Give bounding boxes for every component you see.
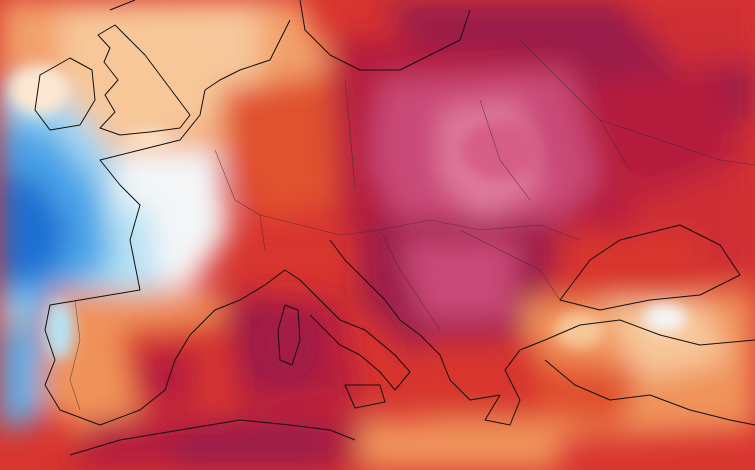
border-romania [459, 229, 561, 301]
anomaly-cool-spot-portugal [46, 300, 74, 360]
anomaly-light-spot-ireland [10, 65, 70, 115]
border-balkans [379, 229, 441, 331]
anomaly-pink-spot-ukraine [460, 120, 540, 180]
coastline-north-sea [204, 19, 291, 91]
anomaly-detail [10, 65, 687, 375]
anomaly-hot-northeast [620, 0, 755, 70]
coastline-western-europe [44, 89, 266, 426]
anomaly-extreme-pink-balkans [400, 240, 520, 320]
coastlines [34, 0, 755, 456]
border-central-south [259, 214, 581, 241]
coastline-sicily [344, 384, 386, 409]
anomaly-extreme-north-africa [170, 420, 330, 470]
coastline-sardinia [277, 304, 301, 366]
border-poland-ukraine [479, 99, 531, 201]
coastline-black-sea [559, 224, 741, 311]
coastline-italy [264, 239, 421, 391]
border-belarus-russia [519, 39, 631, 171]
anomaly-cold-southwest [0, 330, 40, 430]
anomaly-cool-biscay [110, 200, 160, 300]
border-east [599, 119, 755, 166]
coastline-baltic [299, 0, 471, 71]
anomaly-warm-east-med [360, 420, 560, 470]
anomaly-very-hot-russia [600, 70, 740, 200]
coastline-ireland [34, 57, 96, 131]
border-germany-poland [344, 79, 356, 191]
coastline-great-britain [97, 0, 191, 136]
coastline-balkans [419, 334, 546, 426]
border-spain-portugal [69, 299, 81, 411]
anomaly-hot-turkey-south [540, 360, 640, 430]
coastline-north-africa [69, 419, 356, 456]
anomaly-light-spot-turkey-west [555, 312, 605, 348]
anomaly-white-spot-turkey [643, 304, 687, 332]
borders [69, 39, 755, 411]
anomaly-extreme-spot-sardinia [260, 315, 310, 375]
anomaly-hot-germany [220, 70, 370, 220]
anomaly-hot-greece [420, 340, 540, 440]
anomaly-hot-black-sea [560, 230, 700, 300]
border-france-germany [214, 149, 266, 251]
anomaly-very-hot-spain [140, 350, 200, 410]
anomaly-light-turkey [600, 290, 730, 380]
anomaly-coldest-atlantic [0, 170, 70, 280]
coastline-turkey [544, 319, 755, 426]
